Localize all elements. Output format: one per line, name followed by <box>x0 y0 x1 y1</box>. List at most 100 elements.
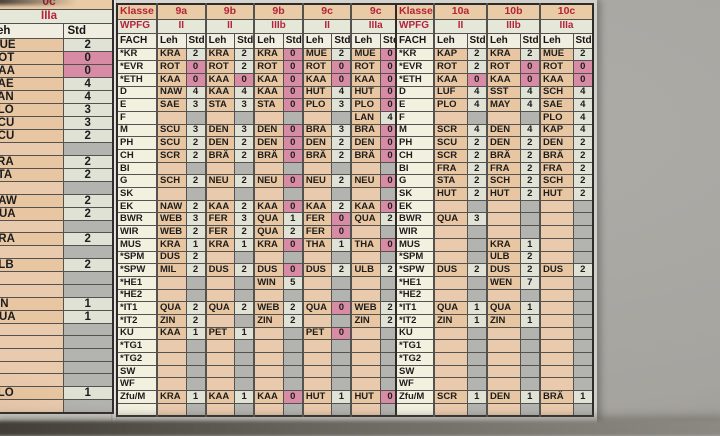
leh-cell: WEB <box>253 301 284 315</box>
std-cell <box>572 364 594 379</box>
leh-cell: DUS <box>301 263 333 277</box>
table-row: *HE2 <box>116 288 401 303</box>
std-cell <box>62 219 114 234</box>
std-cell: 1 <box>185 326 207 341</box>
std-cell: 3 <box>234 123 255 138</box>
std-cell: 2 <box>62 193 114 208</box>
leh-cell: MUE <box>0 37 64 52</box>
table-row: F PLO 4 <box>395 110 594 125</box>
leh-cell: SCR <box>433 390 468 404</box>
fach-cell: MUS <box>116 237 158 252</box>
wpfg-group-label: IIIa <box>539 18 594 34</box>
std-cell: 2 <box>185 250 207 265</box>
leh-cell: NEU <box>301 174 333 189</box>
leh-cell <box>350 339 381 353</box>
table-row <box>0 399 114 414</box>
leh-cell <box>0 180 64 195</box>
fach-cell: SW <box>116 364 158 379</box>
std-cell <box>466 352 488 366</box>
leh-cell <box>0 283 64 298</box>
table-row: *HE2 <box>395 288 594 303</box>
leh-cell <box>350 377 381 392</box>
leh-header: Leh <box>486 33 521 49</box>
std-cell <box>519 326 541 341</box>
std-cell <box>185 377 207 392</box>
leh-cell: KAA <box>204 85 236 100</box>
std-cell: 4 <box>62 89 114 104</box>
leh-cell: ULB <box>350 263 381 277</box>
leh-cell <box>253 377 284 392</box>
leh-cell: KAA <box>253 72 284 87</box>
std-cell <box>331 364 352 379</box>
table-row: SW <box>395 364 594 379</box>
leh-cell: STA <box>0 167 64 182</box>
leh-cell: KAA <box>253 199 284 214</box>
std-cell: 0 <box>331 326 352 341</box>
std-cell: 2 <box>234 60 255 74</box>
leh-cell <box>350 326 381 341</box>
leh-cell <box>301 377 333 392</box>
leh-cell <box>301 250 333 265</box>
std-cell: 2 <box>519 187 541 201</box>
class-name: 9b <box>204 3 255 20</box>
std-cell <box>466 237 488 252</box>
leh-cell <box>0 142 64 156</box>
leh-cell: ROT <box>156 60 187 74</box>
fach-cell: *SPW <box>116 263 158 277</box>
table-row: BI FRA 2 FRA 2 FRA 2 <box>395 161 594 176</box>
std-cell <box>519 339 541 353</box>
leh-cell <box>0 360 64 375</box>
leh-cell <box>0 335 64 349</box>
class-name: 9b <box>253 3 304 20</box>
leh-cell: ROT <box>486 60 521 74</box>
std-cell: 0 <box>331 72 352 87</box>
std-cell: 2 <box>234 47 255 62</box>
std-cell: 2 <box>331 47 352 62</box>
std-cell: 2 <box>572 47 594 62</box>
leh-cell <box>253 364 284 379</box>
leh-header: Leh <box>433 33 468 49</box>
leh-cell: ULB <box>0 258 64 273</box>
std-cell: 2 <box>519 47 541 62</box>
std-cell: 2 <box>519 149 541 163</box>
std-header: Std <box>62 23 114 39</box>
std-cell <box>234 161 255 176</box>
fach-cell: *IT1 <box>395 301 435 315</box>
class-name: 10b <box>486 3 541 20</box>
leh-cell: SCR <box>433 149 468 163</box>
std-cell: 1 <box>185 390 207 404</box>
leh-cell <box>301 313 333 328</box>
fach-cell: *EVR <box>395 60 435 74</box>
std-cell: 2 <box>519 263 541 277</box>
std-cell: 1 <box>466 313 488 328</box>
leh-cell: FRA <box>433 161 468 176</box>
leh-cell: MUE <box>539 47 574 62</box>
leh-cell: KAA <box>301 72 333 87</box>
leh-cell: KRA <box>486 47 521 62</box>
leh-cell: BRÄ <box>539 390 574 404</box>
std-cell: 2 <box>282 313 304 328</box>
leh-cell: THA <box>350 237 381 252</box>
leh-cell <box>539 339 574 353</box>
std-cell <box>466 250 488 265</box>
leh-cell: KAA <box>253 85 284 100</box>
std-cell: 2 <box>572 174 594 189</box>
leh-cell: KAA <box>253 390 284 404</box>
leh-cell: LAN <box>350 110 381 125</box>
fach-cell: SK <box>116 187 158 201</box>
leh-cell: PLO <box>433 98 468 112</box>
std-cell <box>62 360 114 375</box>
leh-cell <box>539 275 574 290</box>
leh-cell <box>253 339 284 353</box>
table-row <box>0 348 114 362</box>
std-cell <box>519 377 541 392</box>
std-cell <box>62 335 114 349</box>
std-cell <box>185 161 207 176</box>
std-cell <box>62 373 114 388</box>
table-row: WIR <box>395 225 594 239</box>
table-row: SK HUT 2 HUT 2 HUT 2 <box>395 187 594 201</box>
leh-cell: QUA <box>253 212 284 227</box>
std-cell <box>466 288 488 303</box>
leh-cell: FRA <box>486 161 521 176</box>
